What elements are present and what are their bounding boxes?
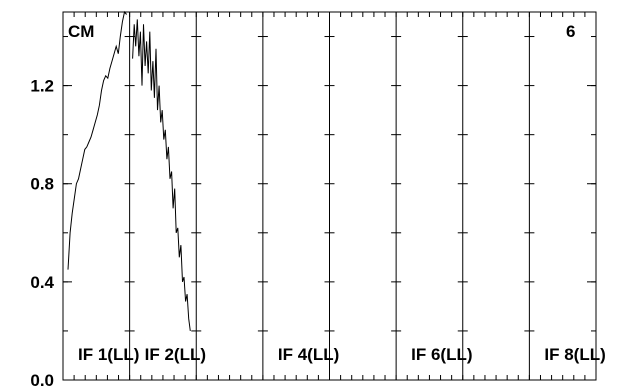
series-lines xyxy=(67,10,191,331)
corner-label-right: 6 xyxy=(566,22,575,41)
panel-label: IF 4(LL) xyxy=(278,345,339,364)
panel-label: IF 2(LL) xyxy=(145,345,206,364)
y-tick-label: 0.4 xyxy=(30,273,54,292)
panel-label: IF 1(LL) xyxy=(78,345,139,364)
corner-label-left: CM xyxy=(68,22,94,41)
y-tick-label: 1.2 xyxy=(30,77,54,96)
panel-label: IF 8(LL) xyxy=(544,345,605,364)
tick-marks xyxy=(62,12,597,381)
series-line-2 xyxy=(132,19,191,331)
panel-label: IF 6(LL) xyxy=(411,345,472,364)
series-line-1 xyxy=(67,10,127,270)
y-tick-label: 0.0 xyxy=(30,371,54,389)
y-tick-label: 0.8 xyxy=(30,175,54,194)
labels: CM 6 0.0 0.4 0.8 1.2 IF 1(LL) IF 2(LL) IF 4(LL… xyxy=(30,22,605,389)
